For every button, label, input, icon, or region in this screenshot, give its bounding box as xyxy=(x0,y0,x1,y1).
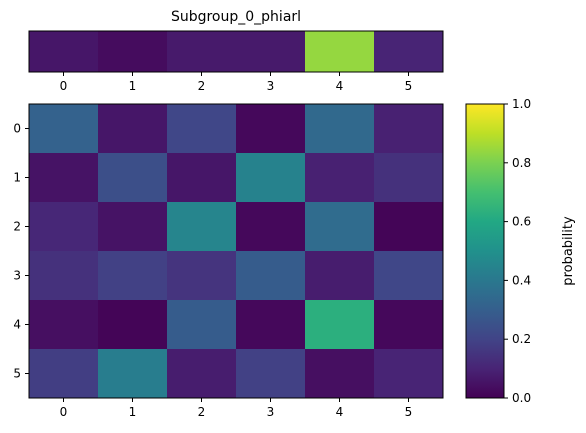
top-x-tick-label: 2 xyxy=(198,79,206,93)
y-tick-label: 5 xyxy=(13,367,21,381)
heatmap-cell xyxy=(236,202,306,252)
top-x-tick-label: 5 xyxy=(405,79,413,93)
colorbar-tick-label: 0.2 xyxy=(512,332,531,346)
colorbar-tick-label: 1.0 xyxy=(512,97,531,111)
heatmap-cell xyxy=(374,104,444,154)
top-heatmap-frame xyxy=(28,30,444,73)
colorbar-tick-label: 0.8 xyxy=(512,156,531,170)
heatmap-cell xyxy=(167,300,237,350)
heatmap-cell xyxy=(167,202,237,252)
main-x-axis: 0 1 2 3 4 5 xyxy=(60,398,413,419)
heatmap-cell xyxy=(29,104,99,154)
x-tick-label: 2 xyxy=(198,405,206,419)
colorbar xyxy=(465,103,505,399)
colorbar-tick-label: 0.0 xyxy=(512,391,531,405)
top-heatmap-cell xyxy=(305,31,375,72)
heatmap-cell xyxy=(29,153,99,203)
heatmap-cell xyxy=(236,349,306,399)
heatmap-cell xyxy=(98,251,168,301)
top-heatmap-cell xyxy=(167,31,237,72)
colorbar-label: probability xyxy=(561,216,576,286)
top-x-tick-label: 4 xyxy=(336,79,344,93)
heatmap-cell xyxy=(167,251,237,301)
heatmap-cell xyxy=(98,300,168,350)
colorbar-tick-label: 0.6 xyxy=(512,215,531,229)
heatmap-cell xyxy=(98,349,168,399)
colorbar-axis: 0.0 0.2 0.4 0.6 0.8 1.0 xyxy=(504,97,531,405)
chart-title: Subgroup_0_phiarl xyxy=(171,9,301,25)
heatmap-cell xyxy=(167,153,237,203)
y-tick-label: 2 xyxy=(13,220,21,234)
heatmap-cell xyxy=(305,202,375,252)
top-heatmap-cell xyxy=(29,31,99,72)
main-y-axis: 0 1 2 3 4 5 xyxy=(13,122,29,381)
heatmap-cell xyxy=(98,202,168,252)
x-tick-label: 1 xyxy=(129,405,137,419)
heatmap-cell xyxy=(374,251,444,301)
top-heatmap-cell xyxy=(374,31,444,72)
heatmap-cell xyxy=(29,349,99,399)
heatmap-cell xyxy=(305,104,375,154)
heatmap-cell xyxy=(29,300,99,350)
y-tick-label: 0 xyxy=(13,122,21,136)
heatmap-cell xyxy=(167,349,237,399)
heatmap-cell xyxy=(374,300,444,350)
top-x-tick-label: 0 xyxy=(60,79,68,93)
heatmap-cell xyxy=(374,153,444,203)
heatmap-cell xyxy=(305,153,375,203)
heatmap-cell xyxy=(98,153,168,203)
y-tick-label: 4 xyxy=(13,318,21,332)
heatmap-cell xyxy=(374,349,444,399)
heatmap-cell xyxy=(374,202,444,252)
y-tick-label: 3 xyxy=(13,269,21,283)
y-tick-label: 1 xyxy=(13,171,21,185)
heatmap-cell xyxy=(29,202,99,252)
top-x-tick-label: 3 xyxy=(267,79,275,93)
top-heatmap-cell xyxy=(98,31,168,72)
top-heatmap xyxy=(29,31,444,72)
heatmap-cell xyxy=(305,251,375,301)
heatmap-cell xyxy=(236,251,306,301)
main-heatmap xyxy=(29,104,444,399)
x-tick-label: 4 xyxy=(336,405,344,419)
x-tick-label: 3 xyxy=(267,405,275,419)
heatmap-cell xyxy=(236,104,306,154)
heatmap-cell xyxy=(98,104,168,154)
heatmap-cell xyxy=(29,251,99,301)
colorbar-tick-label: 0.4 xyxy=(512,273,531,287)
top-heatmap-cell xyxy=(236,31,306,72)
top-x-axis: 0 1 2 3 4 5 xyxy=(60,72,413,93)
main-heatmap-frame xyxy=(28,103,444,399)
x-tick-label: 5 xyxy=(405,405,413,419)
heatmap-cell xyxy=(236,153,306,203)
x-tick-label: 0 xyxy=(60,405,68,419)
heatmap-cell xyxy=(167,104,237,154)
top-x-tick-label: 1 xyxy=(129,79,137,93)
heatmap-cell xyxy=(305,349,375,399)
heatmap-cell xyxy=(236,300,306,350)
heatmap-cell xyxy=(305,300,375,350)
